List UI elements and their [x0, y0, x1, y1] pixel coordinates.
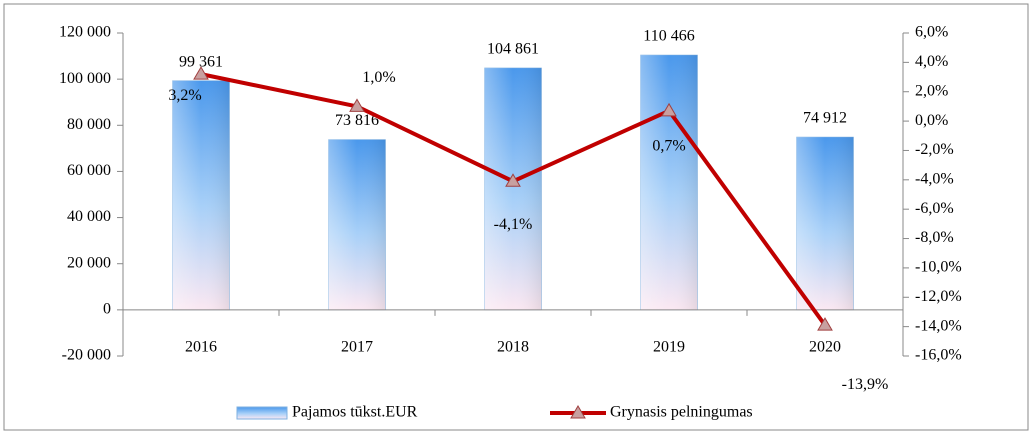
line-marker [193, 66, 209, 80]
legend-label: Grynasis pelningumas [610, 404, 753, 421]
bar-value-label: 73 816 [335, 112, 379, 129]
y2-tick-label: 2,0% [915, 82, 948, 99]
bar-value-label: 104 861 [487, 41, 539, 58]
legend-label: Pajamos tūkst.EUR [292, 404, 418, 421]
y-tick-label: 40 000 [67, 208, 111, 225]
x-tick-label: 2016 [185, 339, 217, 356]
y-tick-label: 80 000 [67, 116, 111, 133]
legend-swatch [236, 406, 288, 420]
bar-value-label: 110 466 [643, 28, 694, 45]
bar-value-label: 99 361 [179, 53, 223, 70]
line-marker [661, 102, 677, 117]
line-value-label: -4,1% [494, 216, 533, 233]
y2-tick-label: -8,0% [915, 229, 954, 246]
y2-tick-label: -10,0% [915, 259, 962, 276]
bar-shine [328, 139, 386, 310]
line-value-label: 1,0% [362, 69, 395, 86]
bar-value-label: 74 912 [803, 110, 847, 127]
bar-shine [640, 54, 698, 310]
x-tick-label: 2018 [497, 339, 529, 356]
y2-tick-label: -2,0% [915, 141, 954, 158]
y2-tick-label: -14,0% [915, 317, 962, 334]
x-tick-label: 2017 [341, 339, 373, 356]
y2-tick-label: 0,0% [915, 112, 948, 129]
y2-tick-label: 6,0% [915, 24, 948, 41]
x-tick-label: 2020 [809, 339, 841, 356]
bar-shine [484, 67, 542, 310]
line-value-label: 3,2% [168, 87, 201, 104]
bar-shine [172, 80, 230, 310]
y2-tick-label: -6,0% [915, 200, 954, 217]
y-tick-label: 60 000 [67, 162, 111, 179]
line-value-label: 0,7% [652, 137, 685, 154]
bar-shine [796, 137, 854, 310]
line-value-label: -13,9% [842, 376, 889, 393]
line-marker [349, 98, 365, 112]
y-tick-label: 0 [103, 301, 111, 318]
y2-tick-label: 4,0% [915, 53, 948, 70]
y2-tick-label: -4,0% [915, 170, 954, 187]
legend-marker [570, 405, 586, 419]
y-tick-label: -20 000 [62, 347, 111, 364]
y2-tick-label: -16,0% [915, 347, 962, 364]
line-marker [817, 317, 833, 331]
line-marker [505, 173, 521, 187]
y2-tick-label: -12,0% [915, 288, 962, 305]
y-tick-label: 20 000 [67, 254, 111, 271]
x-tick-label: 2019 [653, 339, 685, 356]
y-tick-label: 120 000 [59, 24, 111, 41]
y-tick-label: 100 000 [59, 70, 111, 87]
